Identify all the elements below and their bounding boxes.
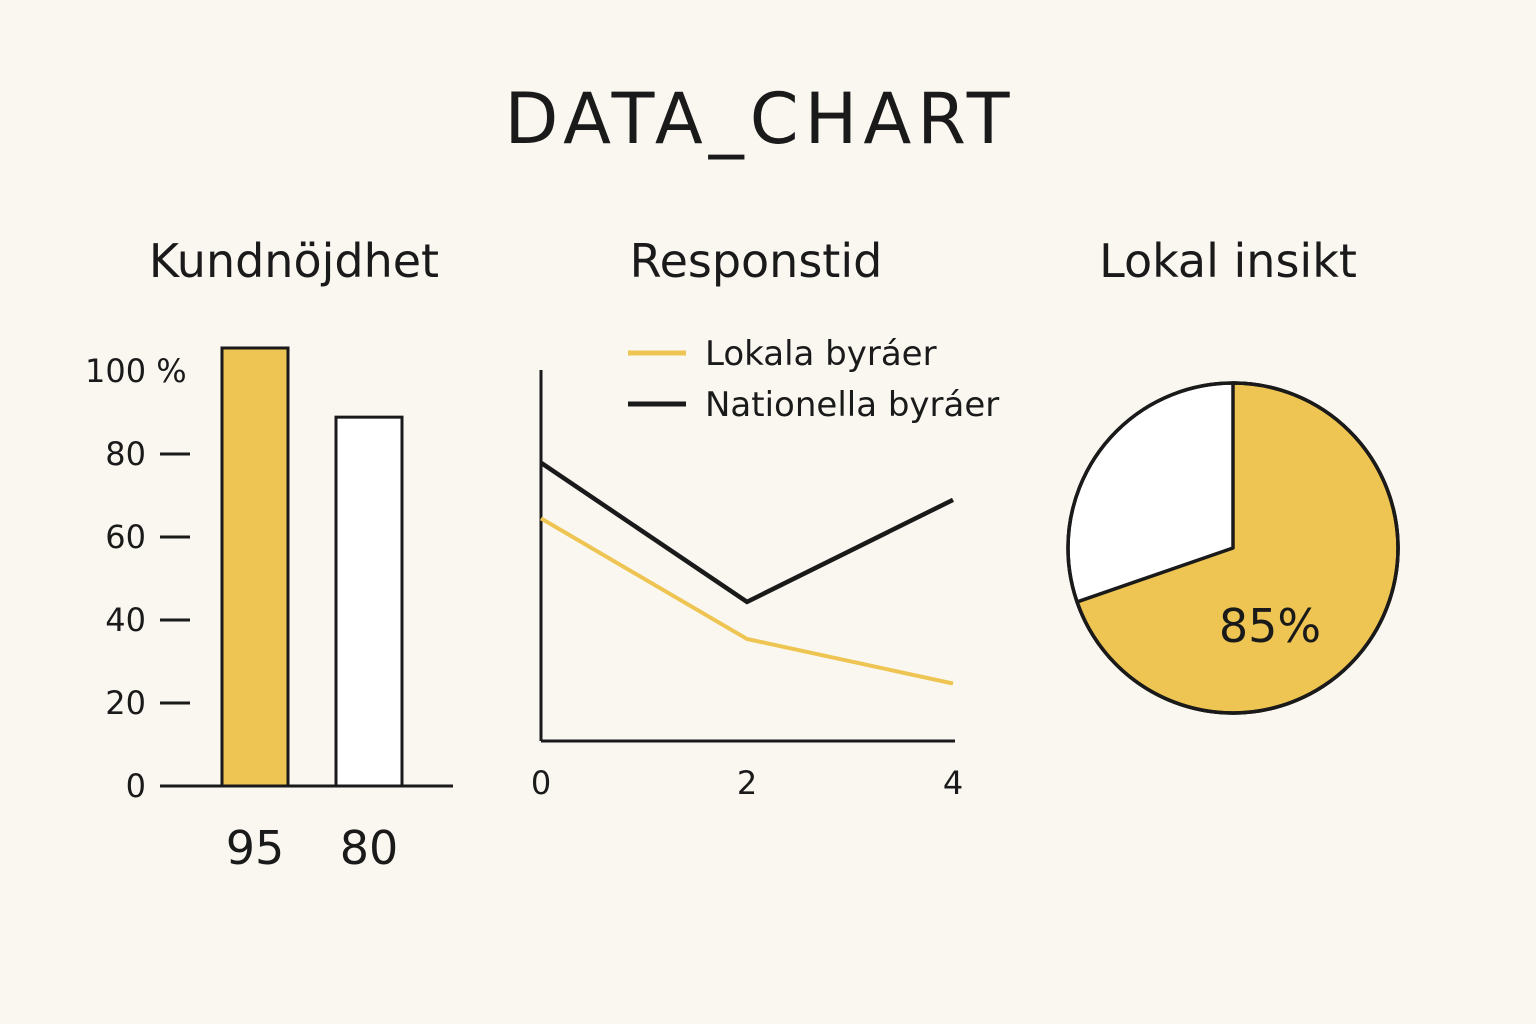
x-tick-label: 2 (737, 764, 757, 802)
bar-value-label: 80 (340, 821, 399, 875)
y-tick-label: 20 (105, 684, 146, 722)
line-chart-responstid: Responstid Lokala byráer Nationella byrá… (531, 234, 999, 802)
series-line-nationella (539, 460, 954, 605)
bar-value-label: 95 (226, 821, 285, 875)
x-tick-label: 0 (531, 764, 551, 802)
x-tick-label: 4 (943, 764, 963, 802)
bar-95 (220, 346, 290, 788)
y-tick-label: 60 (105, 518, 146, 556)
pie-outline (1066, 381, 1400, 715)
y-tick-label: 80 (105, 435, 146, 473)
y-tick-label: 0 (126, 767, 146, 805)
legend-label-nationella: Nationella byráer (705, 385, 999, 425)
bar-chart-title: Kundnöjdhet (149, 234, 439, 288)
legend-label-lokala: Lokala byráer (705, 334, 937, 374)
pie-chart-lokal-insikt: Lokal insikt 85% (1066, 234, 1400, 715)
bar-chart-kundnojdhet: Kundnöjdhet 0 20 40 60 80 100 % 95 80 (85, 234, 453, 875)
series-line-lokala (539, 516, 954, 686)
bar-80 (334, 415, 404, 788)
pie-slice-label: 85% (1219, 599, 1321, 653)
main-title: DATA_CHART (504, 78, 1015, 160)
pie-chart-title: Lokal insikt (1099, 234, 1357, 288)
y-tick-label: 100 % (85, 352, 187, 390)
line-chart-title: Responstid (630, 234, 883, 288)
y-tick-label: 40 (105, 601, 146, 639)
